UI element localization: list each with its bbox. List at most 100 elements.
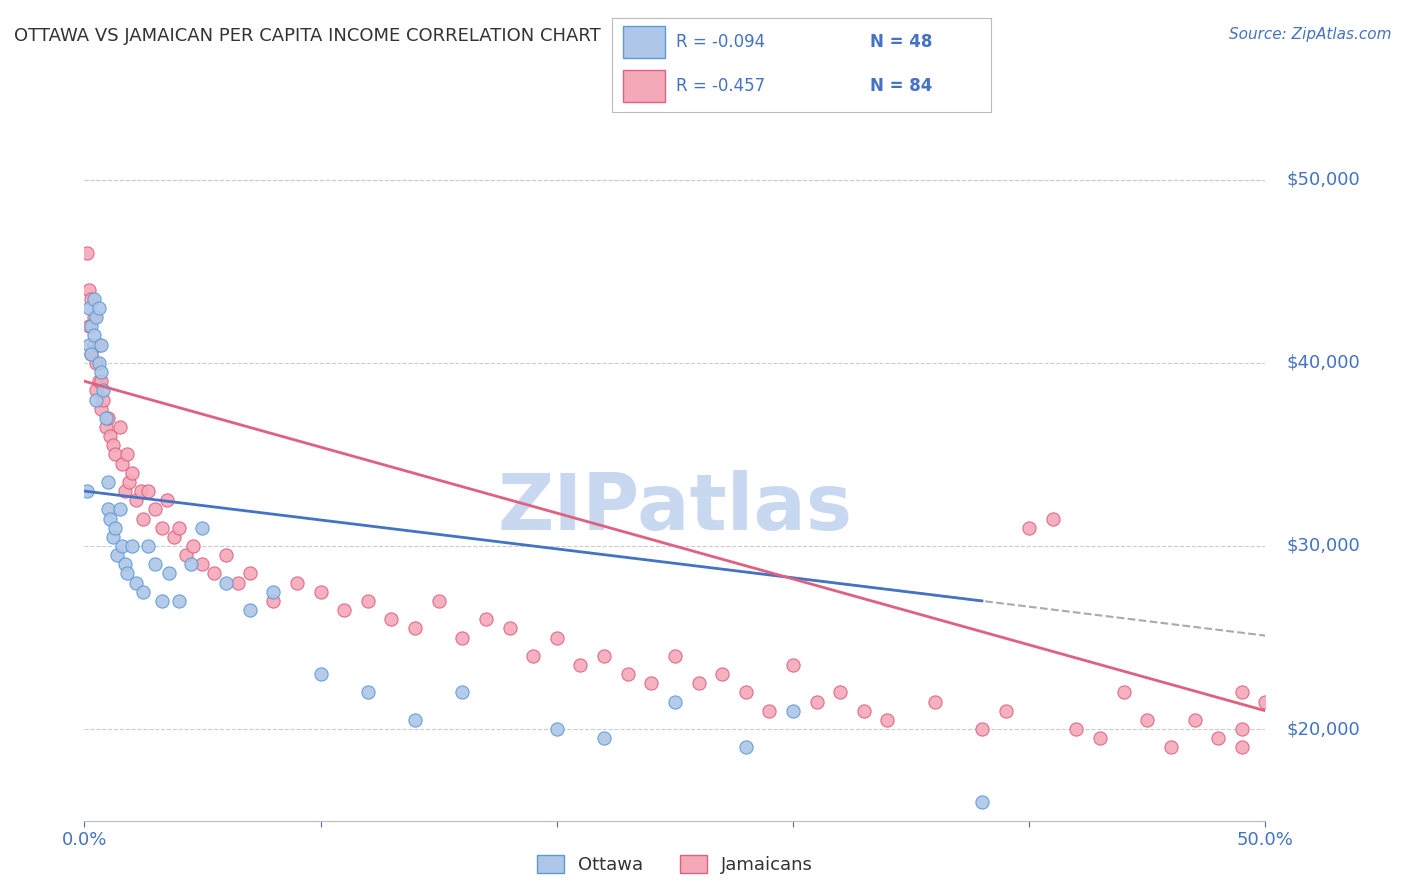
Point — [734, 685, 756, 699]
Point — [77, 337, 100, 351]
Point — [101, 438, 124, 452]
Point — [125, 575, 148, 590]
Text: R = -0.094: R = -0.094 — [676, 33, 765, 51]
Point — [522, 648, 544, 663]
Point — [121, 539, 143, 553]
Point — [129, 484, 152, 499]
Point — [143, 502, 166, 516]
Point — [616, 667, 638, 681]
Point — [87, 356, 110, 370]
Point — [758, 704, 780, 718]
Point — [782, 658, 804, 673]
Point — [357, 594, 380, 608]
Point — [1230, 722, 1253, 736]
Point — [1254, 695, 1277, 709]
Point — [239, 603, 262, 617]
Point — [125, 493, 148, 508]
Point — [163, 530, 186, 544]
Point — [830, 685, 852, 699]
Text: $30,000: $30,000 — [1286, 537, 1360, 555]
Point — [91, 384, 114, 398]
Point — [84, 310, 107, 325]
Point — [357, 685, 380, 699]
Point — [115, 447, 138, 461]
Point — [98, 511, 121, 525]
Text: Source: ZipAtlas.com: Source: ZipAtlas.com — [1229, 27, 1392, 42]
Point — [174, 548, 197, 562]
Point — [1160, 740, 1182, 755]
Point — [136, 539, 159, 553]
Point — [852, 704, 875, 718]
Point — [262, 584, 284, 599]
Point — [87, 337, 110, 351]
Point — [994, 704, 1017, 718]
Point — [191, 521, 214, 535]
Point — [97, 410, 120, 425]
Point — [191, 558, 214, 572]
Point — [111, 539, 134, 553]
Point — [226, 575, 249, 590]
Point — [77, 283, 100, 297]
Point — [80, 347, 103, 361]
Point — [593, 648, 616, 663]
Point — [498, 621, 520, 635]
Point — [970, 795, 993, 809]
Point — [136, 484, 159, 499]
Point — [640, 676, 662, 690]
Text: $40,000: $40,000 — [1286, 354, 1360, 372]
Point — [664, 648, 686, 663]
Point — [156, 493, 179, 508]
Point — [1136, 713, 1159, 727]
Legend: Ottawa, Jamaicans: Ottawa, Jamaicans — [530, 847, 820, 881]
Text: N = 48: N = 48 — [870, 33, 932, 51]
Point — [970, 722, 993, 736]
Point — [101, 530, 124, 544]
Point — [167, 521, 190, 535]
Point — [262, 594, 284, 608]
Point — [108, 420, 131, 434]
Point — [1112, 685, 1135, 699]
Text: $20,000: $20,000 — [1286, 720, 1360, 738]
Point — [309, 667, 332, 681]
Point — [132, 511, 155, 525]
Point — [83, 310, 105, 325]
Point — [80, 292, 103, 306]
Text: R = -0.457: R = -0.457 — [676, 78, 765, 95]
Point — [97, 475, 120, 489]
Point — [84, 384, 107, 398]
Point — [90, 337, 112, 351]
Point — [876, 713, 898, 727]
Text: N = 84: N = 84 — [870, 78, 932, 95]
Point — [734, 740, 756, 755]
Point — [380, 612, 402, 626]
Point — [546, 722, 568, 736]
Point — [215, 575, 238, 590]
Point — [104, 447, 127, 461]
Point — [76, 246, 98, 260]
FancyBboxPatch shape — [623, 70, 665, 103]
Point — [475, 612, 498, 626]
Point — [98, 429, 121, 443]
Point — [90, 374, 112, 388]
Point — [285, 575, 308, 590]
Point — [90, 401, 112, 416]
Point — [451, 631, 474, 645]
Point — [215, 548, 238, 562]
Point — [80, 347, 103, 361]
Text: ZIPatlas: ZIPatlas — [498, 469, 852, 546]
Point — [108, 502, 131, 516]
Point — [333, 603, 356, 617]
Point — [104, 521, 127, 535]
Point — [1042, 511, 1064, 525]
Point — [1088, 731, 1111, 746]
Point — [239, 566, 262, 581]
Point — [76, 484, 98, 499]
Point — [91, 392, 114, 407]
Point — [664, 695, 686, 709]
Point — [150, 521, 173, 535]
Point — [80, 319, 103, 334]
Point — [1018, 521, 1040, 535]
Point — [1206, 731, 1229, 746]
Point — [107, 548, 129, 562]
Point — [150, 594, 173, 608]
